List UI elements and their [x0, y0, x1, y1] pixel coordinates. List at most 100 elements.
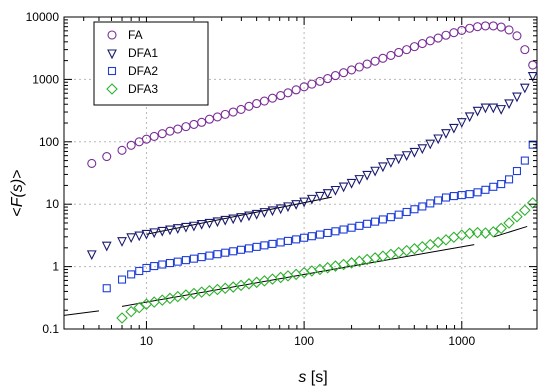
data-point	[291, 85, 301, 95]
data-point	[315, 230, 324, 239]
data-point	[416, 240, 429, 253]
data-point	[433, 33, 443, 43]
data-point	[117, 145, 127, 155]
data-point	[402, 45, 412, 55]
data-point	[378, 162, 388, 173]
legend-label-dfa1: DFA1	[128, 46, 158, 60]
data-point	[512, 31, 522, 41]
data-point	[362, 170, 373, 181]
data-point	[283, 202, 293, 213]
data-point	[299, 197, 309, 208]
data-point	[181, 122, 191, 132]
data-point	[150, 262, 159, 271]
data-point	[338, 182, 349, 193]
data-point	[355, 221, 364, 230]
data-point	[149, 228, 160, 239]
axis-ticks	[63, 16, 538, 330]
y-tick-label: 10	[46, 197, 60, 211]
data-point	[418, 202, 427, 211]
data-point	[165, 225, 175, 236]
data-point	[434, 196, 443, 205]
data-point	[394, 210, 403, 219]
data-point	[134, 231, 145, 242]
data-point	[465, 23, 475, 33]
data-point	[149, 131, 159, 141]
tick-labels: 10 100 1000 0.1 1 10 100 1000 10000	[26, 10, 476, 348]
x-axis-title: s [s]	[298, 369, 327, 386]
data-point	[165, 258, 175, 268]
data-point	[236, 213, 246, 223]
data-point	[283, 88, 293, 98]
data-point	[339, 225, 348, 234]
data-point	[489, 182, 498, 191]
data-point	[267, 206, 278, 217]
data-point	[158, 260, 167, 269]
data-point	[346, 178, 357, 189]
data-point	[378, 53, 388, 63]
legend-label-fa: FA	[128, 28, 143, 42]
data-point	[135, 266, 144, 276]
data-point	[102, 284, 111, 293]
data-point	[457, 191, 466, 200]
data-point	[370, 166, 380, 177]
data-point	[204, 218, 215, 229]
x-axis-title-var: s	[298, 369, 306, 386]
data-point	[315, 76, 325, 86]
data-point	[471, 226, 484, 239]
data-point	[425, 139, 436, 150]
data-point	[339, 68, 349, 78]
data-point	[197, 117, 207, 127]
data-point	[487, 226, 500, 238]
data-point	[228, 107, 238, 117]
data-point	[126, 233, 137, 244]
y-axis-title-var: F(s)	[9, 179, 26, 207]
data-point	[488, 103, 499, 114]
data-point	[481, 185, 490, 194]
data-point	[87, 158, 97, 168]
data-point	[417, 39, 427, 49]
data-point	[157, 226, 168, 237]
data-point	[212, 217, 223, 228]
legend: FA DFA1 DFA2 DFA3	[93, 21, 209, 106]
data-point	[496, 105, 507, 115]
data-point	[189, 119, 199, 129]
data-point	[117, 237, 127, 247]
data-point	[456, 118, 467, 128]
data-point	[426, 199, 435, 208]
y-tick-label: 1	[52, 260, 59, 274]
legend-marker-fa	[107, 30, 117, 40]
series-dfa2	[102, 140, 537, 293]
data-point	[386, 50, 396, 60]
data-point	[408, 243, 421, 255]
data-point	[347, 65, 357, 75]
data-point	[290, 268, 302, 281]
data-point	[449, 192, 458, 201]
data-point	[330, 185, 341, 196]
y-tick-label: 10000	[26, 10, 60, 24]
data-point	[520, 45, 530, 55]
data-point	[386, 213, 395, 222]
data-point	[101, 241, 112, 252]
data-point	[393, 154, 404, 165]
data-point	[410, 205, 419, 214]
data-point	[252, 242, 261, 251]
data-point	[181, 222, 191, 233]
data-point	[425, 36, 435, 46]
data-point	[213, 250, 222, 259]
data-point	[323, 228, 332, 238]
data-point	[465, 190, 474, 199]
x-tick-label: 100	[294, 334, 314, 348]
data-point	[409, 147, 420, 158]
data-point	[378, 215, 387, 224]
data-point	[472, 106, 483, 117]
data-point	[259, 208, 270, 218]
data-point	[126, 140, 136, 150]
data-point	[259, 96, 269, 106]
legend-marker-dfa3	[106, 83, 118, 95]
data-point	[472, 22, 483, 32]
data-point	[370, 56, 380, 66]
data-point	[519, 83, 530, 94]
data-point	[165, 126, 175, 136]
data-point	[441, 30, 451, 40]
y-axis-title-gt: >	[9, 169, 26, 178]
